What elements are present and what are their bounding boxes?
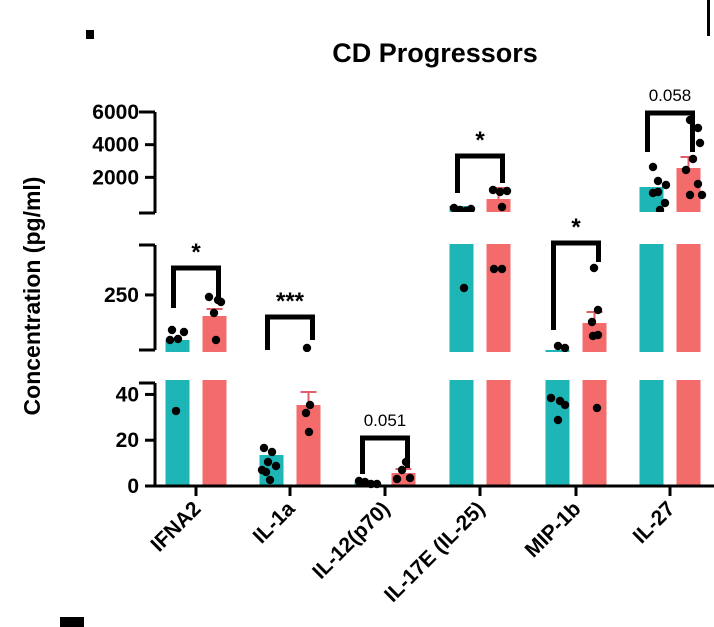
y-tick-label: 6000: [92, 101, 139, 124]
bar-IL-17E (IL-25)-a: [449, 206, 474, 486]
y-tick-label: 40: [116, 383, 139, 406]
axis-break-gap: [157, 212, 714, 244]
data-point: [693, 179, 703, 189]
data-point: [466, 204, 476, 214]
bar-MIP-1b-b: [582, 323, 607, 486]
data-point: [693, 123, 703, 133]
bar-IFNA2-b: [202, 316, 227, 486]
y-tick-label: 2000: [92, 166, 139, 189]
data-point: [661, 180, 671, 190]
data-point: [405, 473, 415, 483]
data-point: [173, 334, 183, 344]
data-point: [553, 341, 563, 351]
data-point: [648, 188, 658, 198]
significance-stars: *: [475, 127, 485, 154]
significance-stars: *: [571, 214, 581, 241]
data-point: [592, 403, 602, 413]
data-point: [660, 198, 670, 208]
x-tick-label: IL-17E (IL-25): [380, 497, 490, 607]
data-point: [392, 474, 402, 484]
significance-layer: ****0.051**0.058: [171, 86, 695, 474]
x-tick-label: IFNA2: [146, 497, 205, 556]
data-point: [695, 138, 705, 148]
x-tick-label: MIP-1b: [521, 497, 586, 562]
data-point: [397, 465, 407, 475]
data-point: [502, 186, 512, 196]
data-point: [265, 475, 275, 485]
next-panel-mark: [60, 617, 84, 627]
data-point: [489, 264, 499, 274]
data-point: [697, 190, 707, 200]
points-layer: [165, 115, 707, 489]
axis-break-gap: [157, 352, 714, 380]
data-point: [179, 327, 189, 337]
p-value-label: 0.051: [364, 411, 407, 430]
y-tick-label: 0: [127, 475, 139, 498]
data-point: [459, 283, 469, 293]
data-point: [216, 297, 226, 307]
significance-stars: ***: [276, 288, 305, 315]
data-point: [263, 457, 273, 467]
p-value-label: 0.058: [649, 86, 692, 105]
data-point: [267, 447, 277, 457]
x-tick-label: IL-27: [629, 497, 680, 548]
data-point: [593, 305, 603, 315]
y-tick-label: 20: [116, 429, 139, 452]
x-tick-label: IL-1a: [249, 497, 300, 548]
data-point: [648, 162, 658, 172]
data-point: [497, 264, 507, 274]
bars-layer: [165, 156, 701, 486]
data-point: [259, 443, 269, 453]
data-point: [688, 154, 698, 164]
data-point: [560, 400, 570, 410]
data-point: [165, 335, 175, 345]
data-point: [204, 292, 214, 302]
data-point: [167, 325, 177, 335]
significance-bracket: [265, 314, 315, 350]
x-tick-label: IL-12(p70): [308, 497, 394, 583]
data-point: [209, 308, 219, 318]
significance-bracket: [171, 265, 221, 308]
data-point: [553, 415, 563, 425]
data-point: [211, 335, 221, 345]
data-point: [588, 331, 598, 341]
bar-IL-17E (IL-25)-b: [486, 199, 511, 486]
bar-IL-1a-b: [296, 405, 321, 486]
data-point: [681, 165, 691, 175]
data-point: [304, 427, 314, 437]
data-point: [261, 467, 271, 477]
data-point: [587, 317, 597, 327]
significance-bracket: [551, 240, 601, 330]
data-point: [171, 406, 181, 416]
data-point: [495, 187, 505, 197]
y-tick-label: 250: [104, 284, 139, 307]
significance-bracket: [455, 153, 505, 193]
data-point: [488, 185, 498, 195]
data-point: [271, 461, 281, 471]
data-point: [685, 190, 695, 200]
significance-bracket: [645, 110, 695, 152]
chart-title: CD Progressors: [332, 38, 538, 68]
data-point: [497, 202, 507, 212]
data-point: [546, 393, 556, 403]
data-point: [560, 343, 570, 353]
significance-stars: *: [191, 239, 201, 266]
data-point: [589, 263, 599, 273]
data-point: [302, 343, 312, 353]
panel-edge-mark: [707, 0, 710, 36]
data-point: [305, 400, 315, 410]
significance-bracket: [360, 435, 410, 474]
y-tick-label: 4000: [92, 134, 139, 157]
panel-mark: [86, 30, 94, 39]
data-point: [301, 408, 311, 418]
y-axis-label: Concentration (pg/ml): [19, 177, 45, 416]
data-point: [653, 176, 663, 186]
axis-break-gaps: [157, 212, 714, 380]
